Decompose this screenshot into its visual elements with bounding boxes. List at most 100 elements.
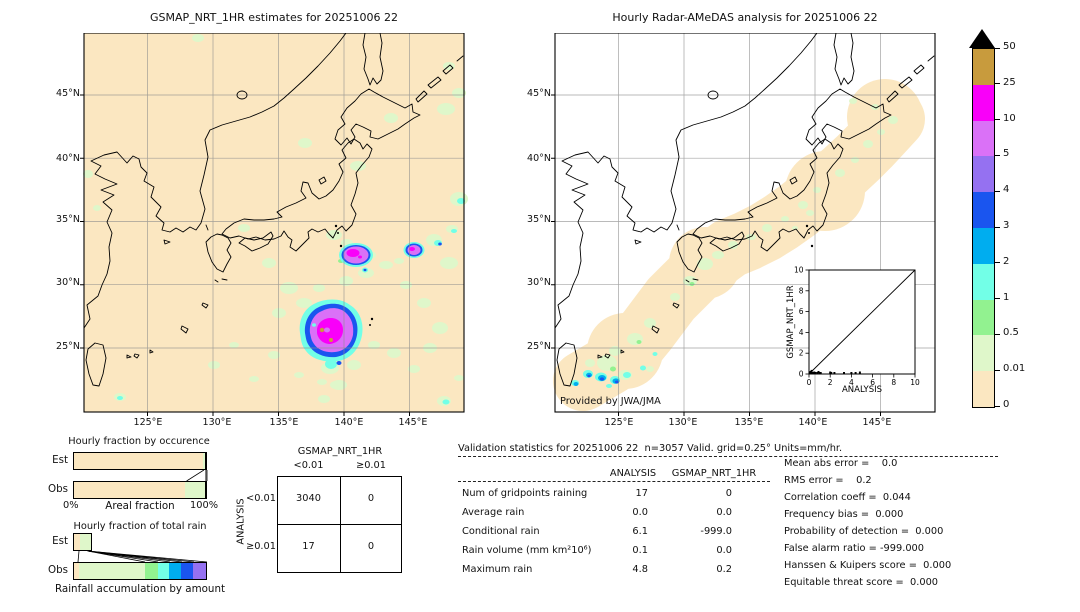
colorbar-tick-label: 50 (1003, 41, 1016, 52)
scatter-point (854, 372, 857, 374)
right-lat-tick: 35°N (527, 214, 551, 225)
occurrence-connector-lines (186, 470, 208, 481)
left-map-title: GSMAP_NRT_1HR estimates for 20251006 22 (149, 11, 399, 24)
stat-analysis-value: 17 (635, 488, 648, 499)
colorbar-tick-label: 1 (1003, 291, 1010, 303)
inset-tick-label: 4 (849, 378, 854, 387)
score-line: Correlation coeff = 0.044 (784, 492, 911, 503)
right-map-title: Hourly Radar-AMeDAS analysis for 2025100… (612, 11, 878, 24)
stat-row-label: Average rain (462, 507, 525, 518)
total-rain-est-bar (73, 533, 92, 551)
right-lat-tick: 25°N (527, 341, 551, 352)
validation-col-analysis: ANALYSIS (609, 468, 657, 479)
contingency-col-label: ≥0.01 (355, 460, 387, 471)
score-line: False alarm ratio = -999.000 (784, 543, 925, 554)
colorbar-tick-label: 2 (1003, 255, 1010, 267)
inset-scatter-plot: 00 2 2 4 4 6 6 8 8 10 10 ANALYSIS GSMAP_NRT_1HR (786, 266, 920, 396)
occurrence-chart-title: Hourly fraction by occurence (68, 436, 210, 447)
occurrence-obs-label: Obs (47, 483, 68, 495)
contingency-cell: 0 (367, 541, 375, 552)
right-lat-tick: 45°N (527, 88, 551, 99)
left-lon-tick: 130°E (202, 417, 232, 428)
divider-dashed (458, 456, 998, 457)
scatter-point (813, 371, 816, 374)
scatter-point (818, 372, 821, 374)
scatter-point (830, 372, 833, 374)
right-lon-tick: 145°E (862, 417, 892, 428)
colorbar-segment (973, 84, 994, 121)
stat-gsmap-value: 0 (725, 488, 732, 499)
scatter-point (833, 372, 836, 374)
stat-row-label: Conditional rain (462, 526, 540, 537)
left-lat-tick: 25°N (56, 341, 80, 352)
colorbar-tick-label: 5 (1003, 148, 1010, 160)
stat-analysis-value: 6.1 (632, 526, 648, 537)
left-map-light-rain-patches (83, 34, 468, 406)
scatter-point (810, 369, 813, 372)
colorbar-tick-mark (995, 405, 1000, 407)
stat-row-label: Maximum rain (462, 564, 533, 575)
score-line: Frequency bias = 0.000 (784, 509, 904, 520)
colorbar-tick-mark (995, 369, 1000, 371)
contingency-cell: 17 (302, 541, 315, 552)
contingency-grid (277, 476, 402, 573)
colorbar-tick-label: 0 (1003, 399, 1010, 410)
right-map-rain-cells (571, 282, 695, 388)
contingency-row-label: ≥0.01 (245, 541, 277, 552)
left-lon-tick: 145°E (398, 417, 428, 428)
contingency-row-group-label: ANALYSIS (235, 498, 247, 545)
right-lon-tick: 135°E (734, 417, 764, 428)
bar-segment-palegreen (184, 482, 205, 498)
contingency-cell: 0 (367, 493, 375, 504)
occurrence-obs-bar (73, 481, 207, 499)
left-lon-tick: 135°E (269, 417, 299, 428)
colorbar-overflow-triangle-icon (969, 29, 995, 48)
occurrence-x-label: Areal fraction (105, 500, 175, 512)
left-lon-tick: 140°E (334, 417, 364, 428)
colorbar-tick-mark (995, 226, 1000, 228)
left-lon-tick: 125°E (133, 417, 163, 428)
stat-gsmap-value: 0.0 (716, 545, 732, 556)
bar-segment-sky (169, 563, 182, 579)
colorbar-tick-label: 0.5 (1003, 327, 1019, 339)
colorbar-segment (973, 156, 994, 193)
colorbar-tick-mark (995, 154, 1000, 156)
inset-tick-label: 2 (828, 378, 833, 387)
left-lat-tick: 35°N (56, 214, 80, 225)
colorbar-tick-mark (995, 333, 1000, 335)
stat-row-label: Rain volume (mm km²10⁶) (462, 545, 592, 556)
colorbar-segment (973, 227, 994, 264)
bar-segment-palegreen (80, 534, 91, 550)
colorbar-tick-label: 3 (1003, 220, 1010, 231)
colorbar-segment (973, 299, 994, 336)
inset-tick-label: 4 (799, 328, 804, 337)
scatter-point (810, 372, 813, 374)
score-line: Equitable threat score = 0.000 (784, 577, 939, 588)
stat-analysis-value: 0.1 (632, 545, 648, 556)
score-line: Probability of detection = 0.000 (784, 526, 944, 537)
left-lat-tick: 40°N (56, 153, 80, 164)
right-lon-tick: 125°E (604, 417, 634, 428)
colorbar-tick-label: 4 (1003, 184, 1010, 196)
total-rain-est-label: Est (52, 535, 68, 547)
bar-segment-peach (74, 534, 80, 550)
colorbar-segment (973, 371, 994, 407)
contingency-cell: 3040 (296, 493, 321, 504)
scatter-point (811, 372, 814, 374)
validation-header: Validation statistics for 20251006 22 n=… (458, 443, 843, 454)
right-lon-tick: 140°E (798, 417, 828, 428)
inset-tick-label: 8 (891, 378, 896, 387)
colorbar-segment (973, 263, 994, 300)
bar-segment-blue (181, 563, 194, 579)
inset-tick-label: 10 (794, 266, 804, 275)
colorbar-tick-label: 25 (1003, 76, 1016, 88)
scatter-point (858, 371, 861, 374)
validation-col-gsmap: GSMAP_NRT_1HR (671, 468, 757, 479)
total-rain-obs-bar (73, 562, 207, 580)
stat-analysis-value: 0.0 (632, 507, 648, 518)
left-map-rain-cells (117, 198, 465, 405)
colorbar-tick-mark (995, 190, 1000, 192)
total-rain-chart-title: Hourly fraction of total rain (73, 521, 207, 532)
divider-dashed (458, 481, 770, 482)
